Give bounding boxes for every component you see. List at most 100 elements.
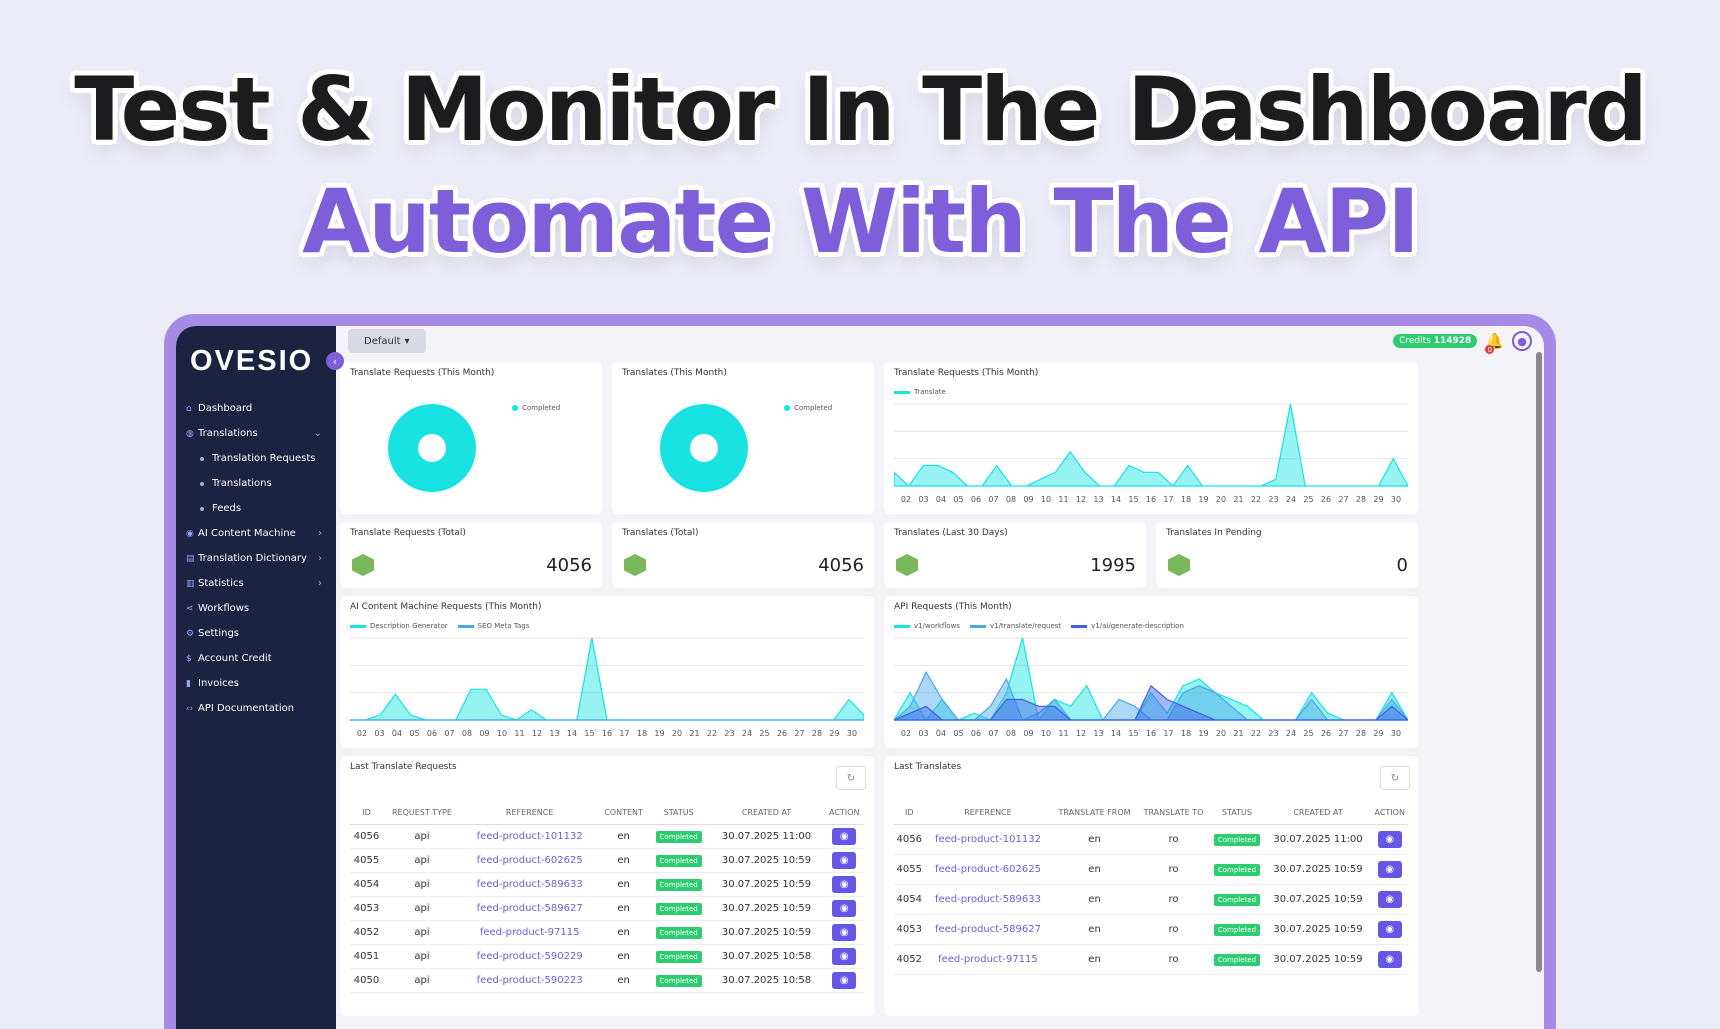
column-header[interactable]: CREATED AT: [708, 802, 825, 825]
workspace-dropdown[interactable]: Default ▾: [348, 329, 426, 353]
sidebar-item-translation-requests[interactable]: Translation Requests: [186, 446, 326, 471]
sidebar-item-statistics[interactable]: ▥ Statistics ›: [186, 571, 326, 596]
reference-link[interactable]: feed-product-97115: [938, 953, 1038, 965]
column-header[interactable]: STATUS: [1209, 802, 1265, 825]
sidebar-item-workflows[interactable]: ⋖ Workflows: [186, 596, 326, 621]
chevron-icon[interactable]: ›: [318, 528, 322, 539]
reference-link[interactable]: feed-product-97115: [479, 926, 580, 938]
series-area-translate: [894, 403, 1408, 487]
view-eye-icon[interactable]: ◉: [832, 851, 857, 869]
sidebar-item-translations[interactable]: ◍ Translations ⌄: [186, 421, 326, 446]
notifications-bell-icon[interactable]: 🔔 0: [1485, 332, 1504, 354]
donut-card-requests: Translate Requests (This Month) Complete…: [340, 362, 602, 514]
cell-text: 30.07.2025 10:59: [1273, 863, 1363, 875]
credits-badge[interactable]: Credits 114928: [1393, 334, 1478, 348]
column-header[interactable]: CONTENT: [598, 802, 649, 825]
sidebar-item-account-credit[interactable]: $ Account Credit: [186, 646, 326, 671]
view-eye-icon[interactable]: ◉: [832, 875, 857, 893]
view-eye-icon[interactable]: ◉: [832, 899, 857, 917]
cell-text: api: [414, 950, 430, 962]
chevron-icon[interactable]: ›: [318, 553, 322, 564]
x-tick-label: 29: [1373, 495, 1383, 504]
sidebar-item-label: Translations: [212, 478, 272, 489]
collapse-sidebar-icon[interactable]: ‹: [326, 352, 344, 370]
share-icon: ⋖: [186, 603, 194, 614]
sidebar-item-label: Workflows: [198, 603, 250, 614]
caret-down-icon: ▾: [404, 335, 410, 347]
reference-link[interactable]: feed-product-589633: [934, 893, 1041, 905]
view-eye-icon[interactable]: ◉: [1377, 890, 1402, 908]
x-tick-label: 06: [971, 495, 981, 504]
refresh-icon[interactable]: ↻: [1380, 766, 1410, 790]
legend-item[interactable]: Description Generator: [350, 622, 448, 630]
stat-title: Translates (Total): [622, 528, 699, 538]
view-eye-icon[interactable]: ◉: [832, 923, 857, 941]
reference-link[interactable]: feed-product-589633: [476, 878, 583, 890]
column-header[interactable]: REFERENCE: [460, 802, 599, 825]
legend-item[interactable]: v1/workflows: [894, 622, 960, 630]
reference-link[interactable]: feed-product-602625: [476, 854, 583, 866]
reference-link[interactable]: feed-product-590223: [476, 974, 583, 986]
x-tick-label: 03: [374, 729, 384, 738]
sidebar-item-ai-content-machine[interactable]: ◉ AI Content Machine ›: [186, 521, 326, 546]
x-tick-label: 17: [619, 729, 629, 738]
x-tick-label: 13: [549, 729, 559, 738]
card-title: Last Translate Requests: [350, 762, 457, 772]
logo[interactable]: OVESIO: [190, 344, 314, 377]
credits-label: Credits: [1399, 336, 1431, 346]
legend-item[interactable]: v1/ai/generate-description: [1071, 622, 1184, 630]
legend-item[interactable]: SEO Meta Tags: [457, 622, 529, 630]
x-tick-label: 21: [689, 729, 699, 738]
column-header[interactable]: ID: [894, 802, 925, 825]
x-tick-label: 28: [1356, 495, 1366, 504]
view-eye-icon[interactable]: ◉: [1377, 950, 1402, 968]
column-header[interactable]: STATUS: [648, 802, 709, 825]
column-header[interactable]: ID: [350, 802, 384, 825]
cell-text: 4055: [353, 854, 380, 866]
sidebar-item-feeds[interactable]: Feeds: [186, 496, 326, 521]
sidebar-item-invoices[interactable]: ▮ Invoices: [186, 671, 326, 696]
reference-link[interactable]: feed-product-590229: [476, 950, 583, 962]
user-avatar-icon[interactable]: ●: [1512, 331, 1532, 351]
view-eye-icon[interactable]: ◉: [832, 971, 857, 989]
view-eye-icon[interactable]: ◉: [1377, 860, 1402, 878]
reference-link[interactable]: feed-product-602625: [934, 863, 1041, 875]
x-tick-label: 09: [1023, 495, 1033, 504]
column-header[interactable]: ACTION: [1371, 802, 1408, 825]
column-header[interactable]: TRANSLATE FROM: [1051, 802, 1138, 825]
column-header[interactable]: REQUEST TYPE: [383, 802, 461, 825]
legend-item[interactable]: Translate: [894, 388, 946, 396]
column-header[interactable]: REFERENCE: [924, 802, 1052, 825]
chevron-icon[interactable]: ⌄: [313, 428, 322, 439]
sidebar-item-settings[interactable]: ⚙ Settings: [186, 621, 326, 646]
column-header[interactable]: ACTION: [824, 802, 864, 825]
chevron-icon[interactable]: ›: [318, 578, 322, 589]
reference-link[interactable]: feed-product-101132: [934, 833, 1041, 845]
reference-link[interactable]: feed-product-589627: [476, 902, 583, 914]
view-eye-icon[interactable]: ◉: [832, 947, 857, 965]
cell-text: 4050: [353, 974, 380, 986]
status-badge: Completed: [1213, 833, 1261, 846]
sidebar-item-api-documentation[interactable]: ‹› API Documentation: [186, 696, 326, 721]
x-tick-label: 10: [1041, 495, 1051, 504]
view-eye-icon[interactable]: ◉: [1377, 920, 1402, 938]
device-frame: OVESIO ‹ ⌂ Dashboard ◍ Translations ⌄ Transla…: [164, 314, 1556, 1029]
legend-item[interactable]: v1/translate/request: [969, 622, 1061, 630]
stat-title: Translates In Pending: [1166, 528, 1262, 538]
x-tick-label: 14: [567, 729, 577, 738]
x-tick-label: 16: [1146, 495, 1156, 504]
status-badge: Completed: [655, 902, 702, 915]
cell-text: en: [1088, 833, 1101, 845]
reference-link[interactable]: feed-product-101132: [476, 830, 583, 842]
view-eye-icon[interactable]: ◉: [1377, 830, 1402, 848]
refresh-icon[interactable]: ↻: [836, 766, 866, 790]
scrollbar[interactable]: [1536, 352, 1542, 972]
column-header[interactable]: TRANSLATE TO: [1137, 802, 1210, 825]
sidebar-item-translations[interactable]: Translations: [186, 471, 326, 496]
cube-icon: [352, 554, 374, 576]
sidebar-item-dashboard[interactable]: ⌂ Dashboard: [186, 396, 326, 421]
column-header[interactable]: CREATED AT: [1264, 802, 1372, 825]
view-eye-icon[interactable]: ◉: [832, 827, 857, 845]
sidebar-item-translation-dictionary[interactable]: ▤ Translation Dictionary ›: [186, 546, 326, 571]
reference-link[interactable]: feed-product-589627: [934, 923, 1041, 935]
